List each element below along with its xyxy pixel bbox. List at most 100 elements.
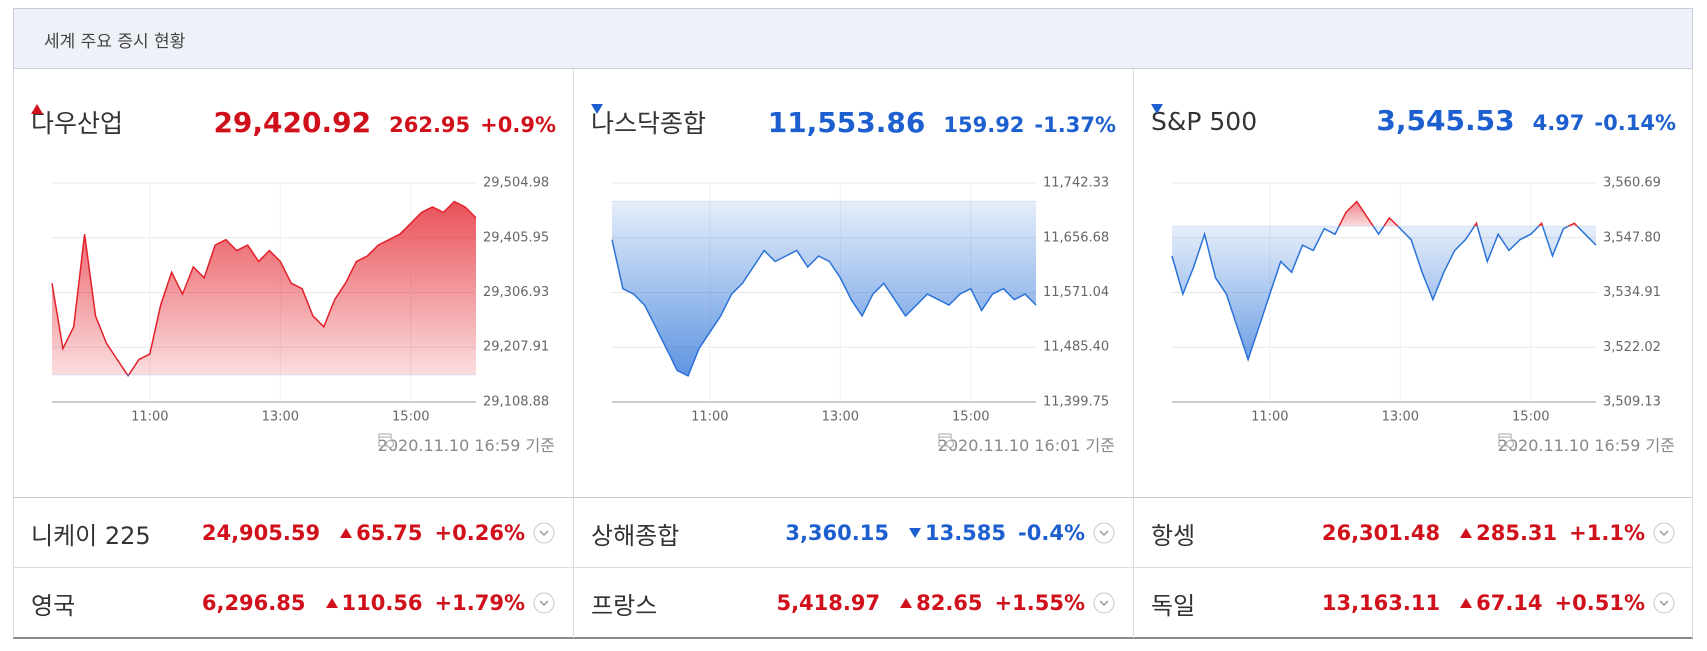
x-tick-label: 11:00 [131,410,168,425]
expand-button[interactable] [1653,592,1675,614]
arrow-shape [908,528,921,538]
x-tick-label: 15:00 [952,410,989,425]
index-price: 6,296.85 [201,591,306,615]
y-tick-label: 29,108.88 [483,395,549,410]
calendar-icon [938,433,954,448]
y-tick-label: 29,405.95 [483,230,549,245]
arrow-shape [31,104,43,114]
index-change: 82.65 [916,591,983,615]
direction-arrow [908,528,921,538]
chart: 29,108.88 29,207.91 29,306.93 29,405.95 29,5… [51,176,549,425]
y-tick-label: 29,207.91 [483,340,549,355]
index-percent: +1.55% [994,591,1085,615]
arrow-shape [1151,104,1163,114]
y-tick-label: 11,656.68 [1043,230,1109,245]
index-change: 67.14 [1476,591,1543,615]
index-cell: 독일 13,163.11 67.14 +0.51% [1133,568,1693,638]
index-cell: 항셍 26,301.48 285.31 +1.1% [1133,498,1693,568]
x-tick-label: 13:00 [262,410,299,425]
direction-arrow [900,598,913,608]
line-up [1338,200,1579,227]
icon-shape [1498,433,1512,447]
index-price: 26,301.48 [1321,521,1441,545]
index-percent: +0.9% [480,113,556,137]
timestamp-text: 2020.11.10 16:59 기준 [377,436,555,455]
y-tick-label: 11,742.33 [1043,176,1109,191]
expand-button[interactable] [1653,522,1675,544]
index-name: S&P 500 [1151,107,1258,136]
calendar-icon [378,433,394,448]
index-price: 24,905.59 [201,521,321,545]
index-panel: 3,509.13 3,522.02 3,534.91 3,547.80 3,560.69… [1133,68,1693,497]
expand-button[interactable] [533,522,555,544]
line-up [51,200,477,375]
index-name: 나스닥종합 [591,109,707,138]
arrow-shape [1460,598,1473,608]
button-shape [1659,600,1669,607]
expand-button[interactable] [1093,522,1115,544]
arrow-shape [591,104,603,114]
index-percent: +0.26% [434,521,525,545]
index-cell: 니케이 225 24,905.59 65.75 +0.26% [13,498,573,568]
direction-arrow [1151,104,1163,114]
index-name: 항셍 [1151,521,1196,550]
index-price: 3,545.53 [1376,104,1515,137]
x-tick-label: 11:00 [691,410,728,425]
direction-arrow [1460,598,1473,608]
index-change: 13.585 [924,521,1007,545]
index-name: 니케이 225 [31,521,151,550]
quote-row: 나스닥종합 11,553.86 159.92 -1.37% [591,104,1116,140]
index-change: 65.75 [356,521,423,545]
index-name: 상해종합 [591,521,680,550]
index-percent: +1.1% [1569,521,1645,545]
direction-arrow [1460,528,1473,538]
line-down [1171,226,1597,362]
area-up [1339,201,1578,227]
direction-arrow [591,104,603,114]
icon-shape [938,433,952,447]
index-price: 13,163.11 [1321,591,1441,615]
y-tick-label: 11,399.75 [1043,395,1109,410]
divider [13,567,1693,568]
button-shape [1093,522,1115,544]
index-cell: 영국 6,296.85 110.56 +1.79% [13,568,573,638]
index-change: 159.92 [943,113,1025,137]
y-tick-label: 11,485.40 [1043,340,1109,355]
expand-button[interactable] [533,592,555,614]
icon-shape [1505,440,1514,448]
index-panel: 29,108.88 29,207.91 29,306.93 29,405.95 29,5… [13,68,573,497]
y-tick-label: 29,504.98 [483,176,549,191]
timestamp-text: 2020.11.10 16:59 기준 [1497,436,1675,455]
direction-arrow [31,104,43,114]
index-price: 3,360.15 [785,521,889,545]
y-tick-label: 3,534.91 [1603,285,1661,300]
icon-shape [945,440,954,448]
index-name: 영국 [31,591,76,620]
y-tick-label: 3,509.13 [1603,395,1661,410]
index-price: 5,418.97 [776,591,881,615]
header-title: 세계 주요 증시 현황 [44,32,186,52]
index-price: 11,553.86 [767,106,926,139]
x-tick-label: 15:00 [1512,410,1549,425]
index-percent: +1.79% [434,591,525,615]
quote-row: S&P 500 3,545.53 4.97 -0.14% [1151,104,1676,137]
index-change: 285.31 [1476,521,1558,545]
timestamp: 2020.11.10 16:59 기준 [378,432,555,456]
area-down [612,201,1036,376]
header: 세계 주요 증시 현황 [13,8,1693,69]
calendar-icon [1498,433,1514,448]
line-down [611,239,1037,377]
y-tick-label: 3,522.02 [1603,340,1661,355]
index-cell: 프랑스 5,418.97 82.65 +1.55% [573,568,1133,638]
index-percent: -0.4% [1018,521,1085,545]
index-percent: +0.51% [1554,591,1645,615]
index-name: 프랑스 [591,591,658,620]
expand-button[interactable] [1093,592,1115,614]
index-panel: 11,399.75 11,485.40 11,571.04 11,656.68 11,7… [573,68,1133,497]
index-cell: 상해종합 3,360.15 13.585 -0.4% [573,498,1133,568]
x-tick-label: 13:00 [822,410,859,425]
button-shape [1653,592,1675,614]
button-shape [1659,530,1669,537]
button-shape [539,600,549,607]
button-shape [539,530,549,537]
